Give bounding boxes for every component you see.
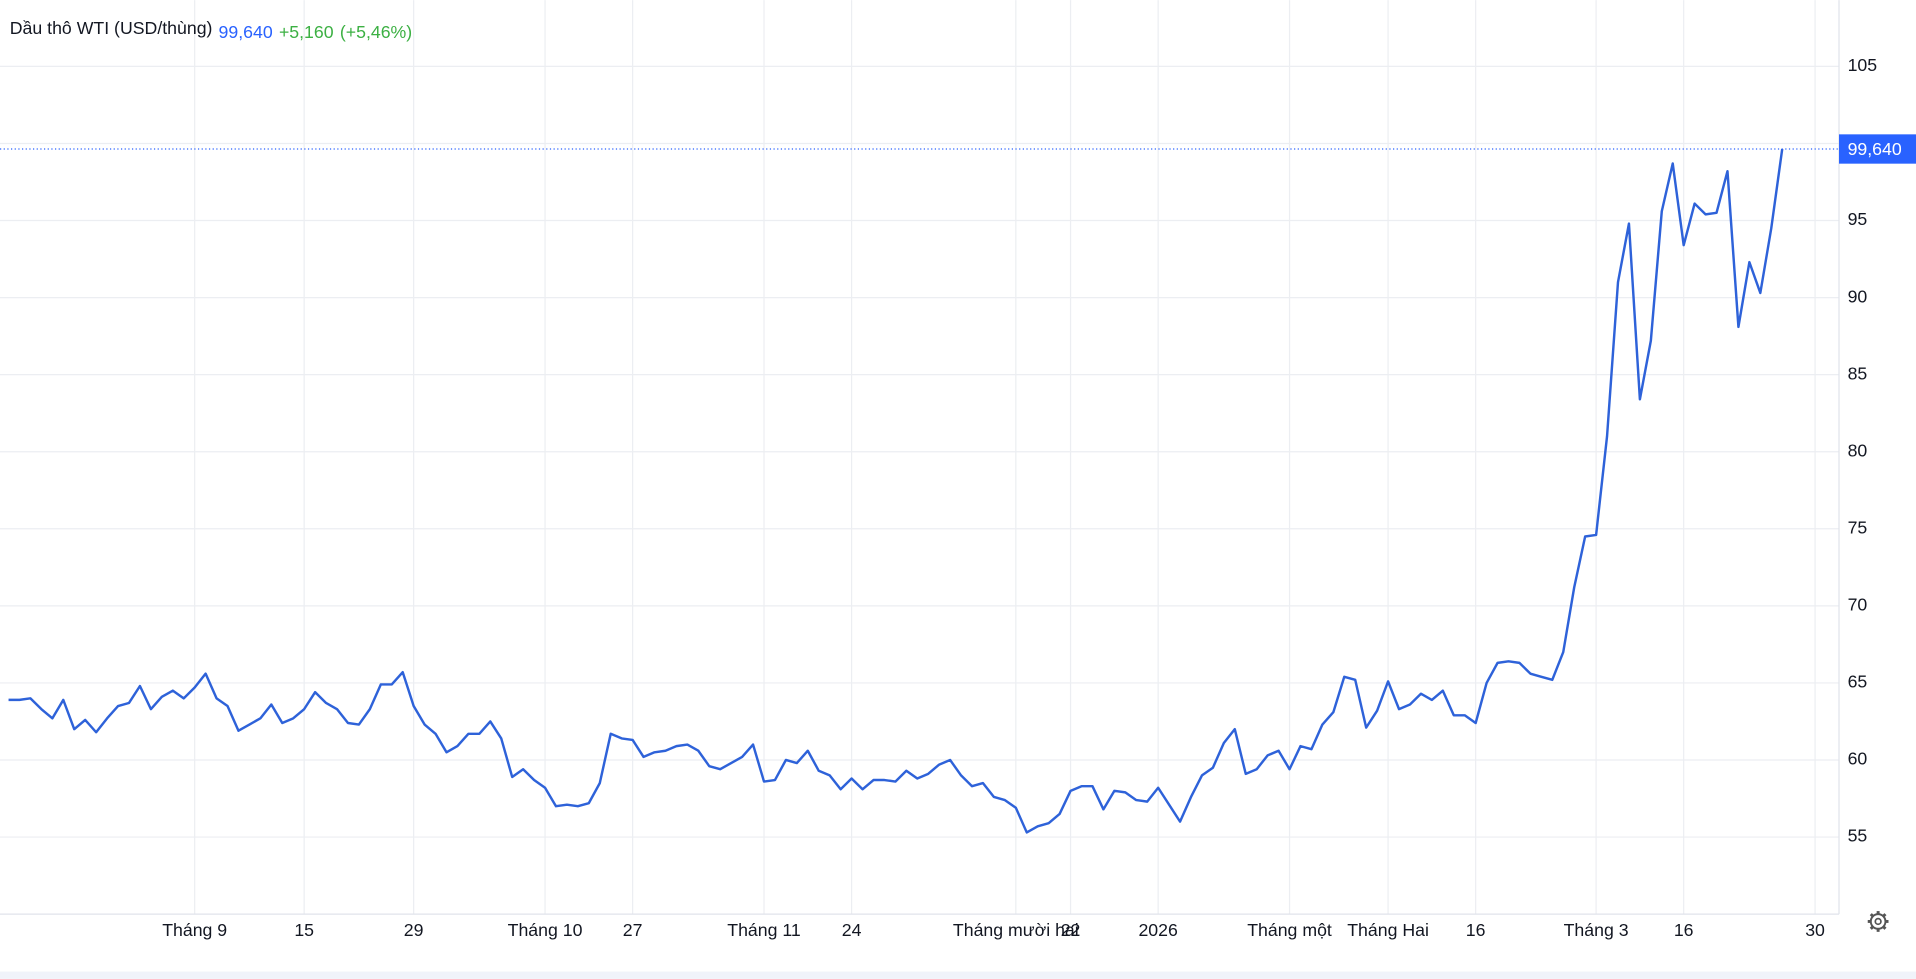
header-change-percent: (+5,46%) [340, 22, 412, 42]
x-tick-label: Tháng 11 [727, 920, 801, 940]
last-price-box [1839, 134, 1916, 164]
x-tick-label: 24 [842, 920, 862, 940]
header-price: 99,640 [219, 22, 273, 42]
x-tick-label: 2026 [1138, 920, 1178, 940]
y-tick-label: 70 [1848, 595, 1868, 615]
y-tick-label: 75 [1848, 517, 1868, 537]
chart-title: Dầu thô WTI (USD/thùng) [10, 18, 213, 38]
y-tick-label: 65 [1848, 672, 1868, 692]
x-tick-label: Tháng 10 [508, 920, 583, 940]
x-tick-label: 16 [1466, 920, 1486, 940]
settings-icon[interactable] [1867, 911, 1889, 932]
y-tick-label: 105 [1848, 55, 1878, 75]
y-tick-label: 80 [1848, 440, 1868, 460]
bottom-strip [0, 971, 1916, 979]
grid [0, 0, 1840, 915]
last-price-label: 99,640 [1848, 139, 1902, 159]
price-line [8, 148, 1784, 834]
x-tick-label: 30 [1805, 920, 1825, 940]
x-tick-label: Tháng 9 [162, 920, 227, 940]
y-tick-label: 60 [1848, 749, 1868, 769]
x-tick-label: 29 [404, 920, 424, 940]
y-tick-label: 85 [1848, 363, 1868, 383]
x-tick-label: Tháng mười hai [953, 920, 1079, 940]
x-tick-label: Tháng 3 [1564, 920, 1629, 940]
header-change: +5,160 [279, 22, 334, 42]
x-tick-label: 22 [1061, 920, 1081, 940]
y-tick-label: 95 [1848, 209, 1868, 229]
x-tick-label: 15 [294, 920, 314, 940]
y-tick-label: 90 [1848, 286, 1868, 306]
x-tick-label: 16 [1674, 920, 1694, 940]
y-tick-label: 55 [1848, 826, 1868, 846]
x-tick-label: Tháng một [1247, 920, 1332, 940]
x-tick-label: 27 [623, 920, 643, 940]
x-tick-label: Tháng Hai [1347, 920, 1429, 940]
